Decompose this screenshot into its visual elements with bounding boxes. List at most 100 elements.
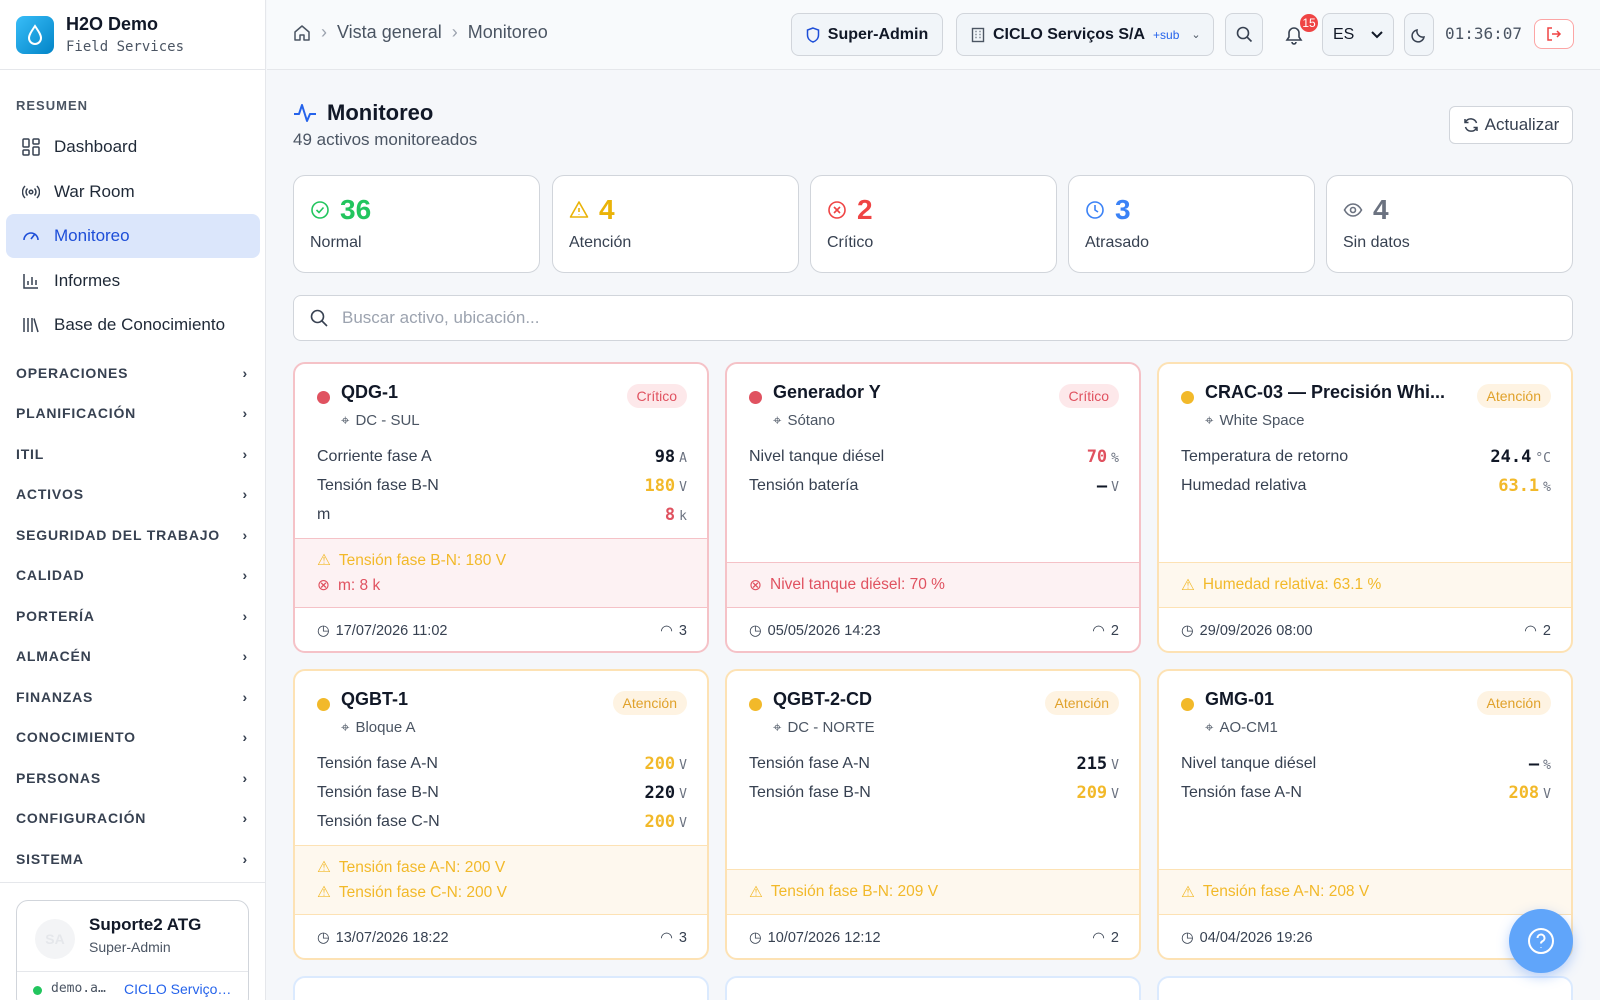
- asset-card-qgbt-1[interactable]: QGBT-1 ⌖ Bloque A Atención Tensión fase A…: [293, 669, 709, 960]
- sidebar-item-informes[interactable]: Informes: [6, 259, 260, 303]
- role-button[interactable]: Super-Admin: [791, 13, 943, 56]
- stat-label: Crítico: [827, 234, 874, 251]
- metric-row: Tensión fase B-N 180 V: [317, 474, 687, 498]
- clock-icon: ◷: [749, 623, 762, 639]
- broadcast-icon: [22, 185, 40, 199]
- nav-group-porteria[interactable]: PORTERÍA ›: [16, 608, 248, 624]
- sidebar-item-monitoreo[interactable]: Monitoreo: [6, 214, 260, 258]
- nav-group-conocimiento[interactable]: CONOCIMIENTO ›: [16, 729, 248, 745]
- nav-group-label: FINANZAS: [16, 689, 94, 705]
- chevron-right-icon: ›: [242, 527, 248, 543]
- card-footer: ◷ 10/07/2026 12:12 ◠ 2: [749, 930, 1119, 946]
- stat-value: 4: [599, 194, 615, 225]
- alert-item: ⚠ Tensión fase A-N: 208 V: [1181, 883, 1549, 902]
- asset-card-gmg-01[interactable]: GMG-01 ⌖ AO-CM1 Atención Nivel tanque dié…: [1157, 669, 1573, 960]
- metric-value: 24.4: [1490, 447, 1532, 467]
- home-icon[interactable]: [293, 24, 311, 42]
- stat-label: Atrasado: [1085, 234, 1150, 251]
- nav-group-operaciones[interactable]: OPERACIONES ›: [16, 365, 248, 381]
- stat-card-normal[interactable]: 36 Normal: [293, 175, 540, 273]
- asset-card-partial[interactable]: [725, 976, 1141, 1000]
- refresh-button[interactable]: Actualizar: [1449, 106, 1573, 144]
- nav-group-label: ACTIVOS: [16, 486, 84, 502]
- notifications-button[interactable]: 15: [1274, 12, 1320, 55]
- water-drop-icon: [16, 15, 54, 54]
- stat-card-sin-datos[interactable]: 4 Sin datos: [1326, 175, 1573, 273]
- sidebar-item-dashboard[interactable]: Dashboard: [6, 125, 260, 169]
- breadcrumb-item[interactable]: Vista general: [337, 22, 442, 42]
- user-card[interactable]: SA Suporte2 ATG Super-Admin demo.a… CICL…: [16, 900, 249, 1000]
- asset-name: GMG-01: [1205, 689, 1275, 709]
- nav-group-planificacion[interactable]: PLANIFICACIÓN ›: [16, 405, 248, 421]
- metric-label: Tensión fase C-N: [317, 813, 440, 830]
- user-company-link[interactable]: CICLO Serviço…: [124, 981, 232, 997]
- last-reading-time: 10/07/2026 12:12: [767, 930, 881, 946]
- nav-group-configuracion[interactable]: CONFIGURACIÓN ›: [16, 810, 248, 826]
- asset-search-box[interactable]: [293, 295, 1573, 341]
- tenant-selector[interactable]: CICLO Serviços S/A +sub ⌄: [956, 13, 1214, 56]
- help-question-icon: [1528, 928, 1554, 954]
- alert-item: ⚠ Tensión fase B-N: 209 V: [749, 883, 1117, 902]
- chevron-right-icon: ›: [242, 567, 248, 583]
- last-reading-time: 29/09/2026 08:00: [1199, 623, 1313, 639]
- nav-group-itil[interactable]: ITIL ›: [16, 446, 248, 462]
- metric-unit: V: [1111, 758, 1119, 773]
- asset-card-partial[interactable]: [1157, 976, 1573, 1000]
- metric-value: 220: [644, 783, 676, 803]
- asset-search-input[interactable]: [342, 308, 1542, 328]
- moon-icon: [1411, 28, 1425, 43]
- nav-group-calidad[interactable]: CALIDAD ›: [16, 567, 248, 583]
- search-button[interactable]: [1225, 13, 1263, 56]
- asset-card-generador-y[interactable]: Generador Y ⌖ Sótano Crítico Nivel tanque…: [725, 362, 1141, 653]
- location-text: AO-CM1: [1219, 719, 1278, 736]
- card-header: CRAC-03 — Precisión Whi... ⌖ White Space …: [1181, 382, 1551, 432]
- user-role: Super-Admin: [89, 939, 171, 955]
- page-title-text: Monitoreo: [327, 100, 434, 125]
- chevron-down-icon: [1371, 30, 1383, 38]
- metric-row: Tensión batería — V: [749, 474, 1119, 498]
- metric-label: Tensión fase B-N: [749, 784, 871, 801]
- help-button[interactable]: [1509, 909, 1573, 973]
- status-dot: [749, 391, 762, 404]
- sidebar-item-base-conocimiento[interactable]: Base de Conocimiento: [6, 303, 260, 347]
- stat-label: Normal: [310, 234, 362, 251]
- clock-icon: ◷: [749, 930, 762, 946]
- metric-unit: %: [1543, 758, 1551, 773]
- shield-icon: [806, 26, 820, 43]
- metric-unit: %: [1543, 480, 1551, 495]
- sidebar: H2O Demo Field Services RESUMEN Dashboar…: [0, 0, 266, 1000]
- asset-card-partial[interactable]: [293, 976, 709, 1000]
- metric-value: 63.1: [1498, 476, 1540, 496]
- nav-group-almacen[interactable]: ALMACÉN ›: [16, 648, 248, 664]
- asset-card-qdg-1[interactable]: QDG-1 ⌖ DC - SUL Crítico Corriente fase A…: [293, 362, 709, 653]
- nav-group-finanzas[interactable]: FINANZAS ›: [16, 689, 248, 705]
- chevron-right-icon: ›: [242, 608, 248, 624]
- logout-button[interactable]: [1534, 19, 1574, 49]
- asset-card-qgbt-2-cd[interactable]: QGBT-2-CD ⌖ DC - NORTE Atención Tensión f…: [725, 669, 1141, 960]
- nav-group-seguridad[interactable]: SEGURIDAD DEL TRABAJO ›: [16, 527, 248, 543]
- nav-group-label: PORTERÍA: [16, 608, 95, 624]
- user-name: Suporte2 ATG: [89, 915, 202, 934]
- sidebar-divider: [0, 882, 266, 883]
- nav-group-activos[interactable]: ACTIVOS ›: [16, 486, 248, 502]
- theme-toggle[interactable]: [1404, 13, 1434, 56]
- stat-card-atencion[interactable]: 4 Atención: [552, 175, 799, 273]
- metric-unit: V: [679, 480, 687, 495]
- metric-label: Tensión batería: [749, 477, 859, 494]
- metric-label: Tensión fase A-N: [317, 755, 438, 772]
- nav-group-personas[interactable]: PERSONAS ›: [16, 770, 248, 786]
- metric-row: Tensión fase B-N 220 V: [317, 781, 687, 805]
- asset-name: Generador Y: [773, 382, 881, 402]
- x-circle-icon: ⊗: [749, 576, 762, 594]
- language-select[interactable]: ES: [1322, 13, 1394, 56]
- notification-count-badge: 15: [1298, 12, 1320, 34]
- alert-item: ⊗ m: 8 k: [317, 576, 685, 595]
- metric-value: 70: [1086, 447, 1108, 467]
- sidebar-item-war-room[interactable]: War Room: [6, 170, 260, 214]
- stat-card-atrasado[interactable]: 3 Atrasado: [1068, 175, 1315, 273]
- brand[interactable]: H2O Demo Field Services: [0, 0, 265, 70]
- stat-card-critico[interactable]: 2 Crítico: [810, 175, 1057, 273]
- alerts-panel: ⊗ Nivel tanque diésel: 70 %: [727, 562, 1139, 608]
- asset-card-crac-03[interactable]: CRAC-03 — Precisión Whi... ⌖ White Space …: [1157, 362, 1573, 653]
- nav-group-sistema[interactable]: SISTEMA ›: [16, 851, 248, 867]
